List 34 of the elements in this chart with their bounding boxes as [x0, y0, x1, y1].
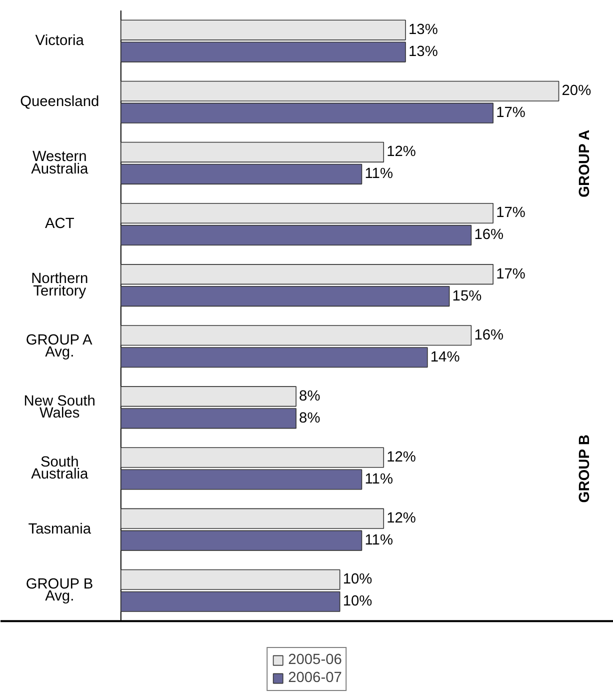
data-label: 20% [562, 83, 592, 100]
legend-label: 2006-07 [288, 670, 342, 686]
y-tick-label: South Australia [31, 454, 89, 483]
y-tick-label: ACT [44, 216, 74, 232]
data-label: 16% [474, 327, 504, 344]
data-label: 15% [452, 288, 482, 304]
data-label: 17% [496, 266, 526, 282]
data-label: 14% [430, 349, 460, 366]
y-tick-label: New South Wales [24, 393, 96, 422]
y-tick-label: Western Australia [31, 149, 89, 178]
data-label: 12% [386, 450, 416, 466]
data-label: 10% [342, 572, 372, 588]
data-label: 12% [386, 510, 416, 527]
data-label: 8% [299, 388, 320, 404]
y-tick-label: Northern Territory [31, 271, 88, 300]
data-label: 11% [364, 532, 393, 549]
legend-label: 2005-06 [288, 652, 342, 668]
data-label: 13% [408, 22, 438, 38]
data-label: 11% [364, 166, 393, 182]
y-tick-label: GROUP A Avg. [26, 332, 93, 360]
y-tick-label: GROUP B Avg. [26, 576, 94, 605]
text: GROUP B [577, 434, 594, 503]
data-label: 10% [342, 594, 372, 610]
data-label: 12% [386, 144, 416, 160]
y-tick-label: Victoria [35, 33, 85, 50]
data-label: 8% [299, 410, 320, 426]
data-label: 13% [408, 44, 438, 60]
y-tick-label: Queensland [20, 94, 100, 110]
data-label: 11% [364, 471, 393, 488]
data-label: 17% [496, 105, 526, 122]
y-tick-label: Tasmania [28, 522, 92, 538]
data-label: 17% [496, 205, 526, 222]
data-label: 16% [474, 227, 504, 244]
text: GROUP A [577, 129, 594, 198]
